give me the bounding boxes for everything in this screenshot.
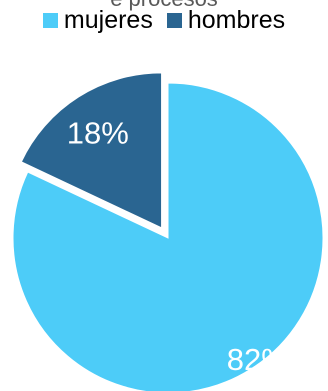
pie-slice-mujeres	[12, 82, 324, 391]
legend-swatch-mujeres	[42, 12, 58, 28]
slice-label-mujeres: 82%	[227, 342, 289, 377]
legend-item-hombres: hombres	[166, 6, 286, 34]
chart-title: e procesos	[0, 0, 328, 11]
slice-label-hombres: 18%	[67, 116, 129, 151]
legend: mujeres hombres	[0, 6, 328, 34]
legend-label-hombres: hombres	[187, 6, 286, 34]
legend-swatch-hombres	[166, 12, 182, 28]
legend-item-mujeres: mujeres	[42, 6, 153, 34]
legend-label-mujeres: mujeres	[63, 6, 153, 34]
pie-slice-hombres	[20, 72, 163, 229]
